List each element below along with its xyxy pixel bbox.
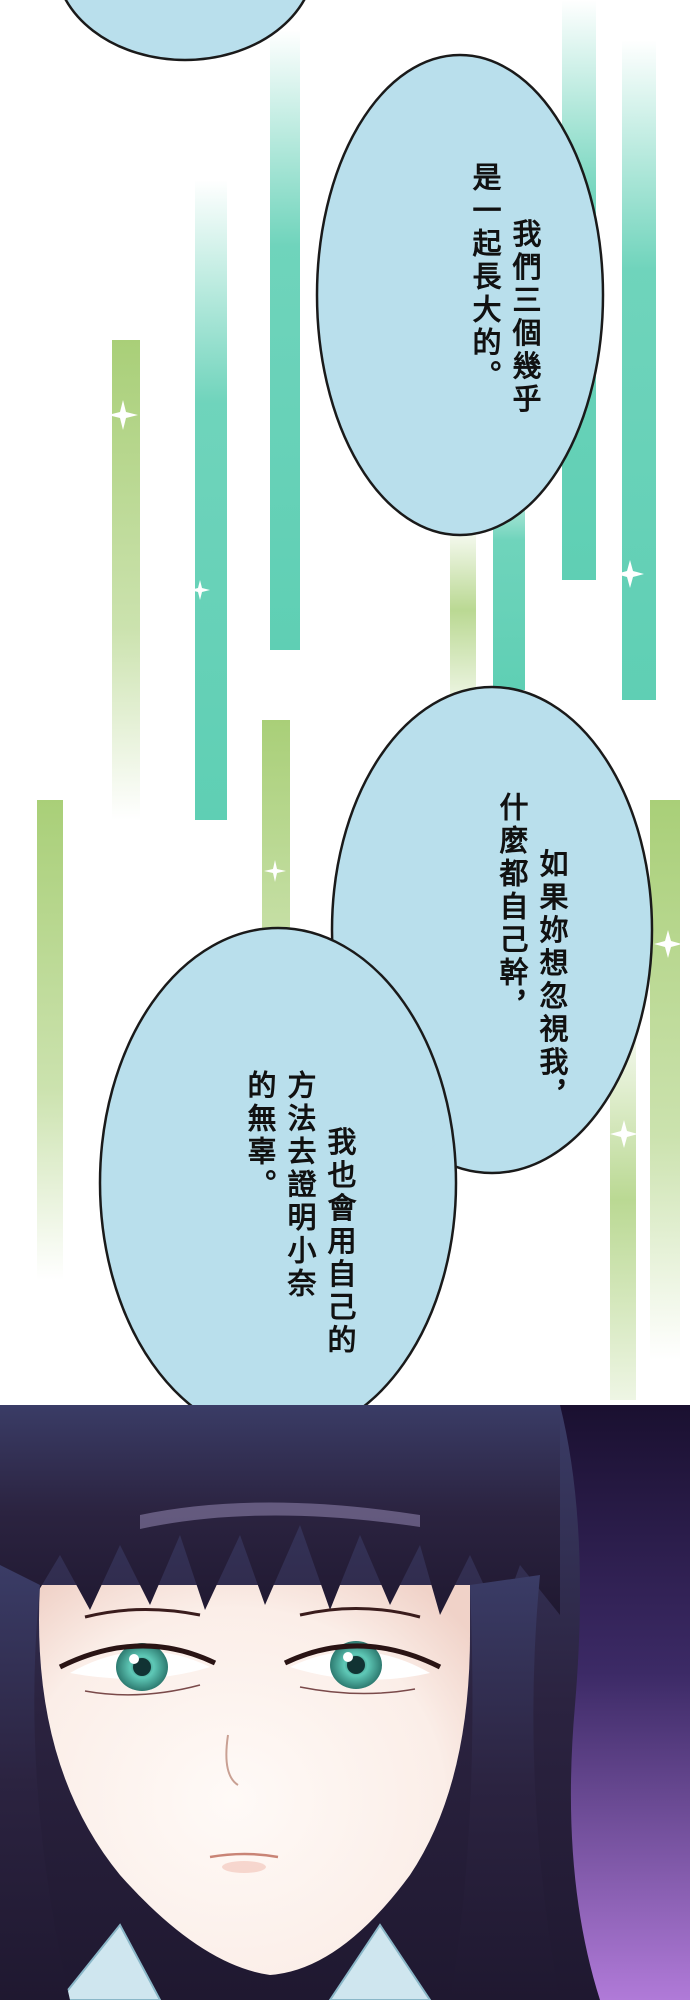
top-partial-bubble [64, 0, 306, 62]
speech-bubbles [64, 0, 654, 1440]
bubble-3-line-1: 我也會用自己的 [323, 1126, 357, 1358]
character-portrait-panel [0, 1405, 690, 2000]
character-illustration [0, 1405, 690, 2000]
bubble-1-text: 我們三個幾乎 是一起長大的。 [425, 162, 585, 416]
bubble-3-text: 我也會用自己的 方法去證明小奈 的無辜。 [200, 1070, 400, 1357]
bubble-2-text: 如果妳想忽視我， 什麼都自己幹， [452, 792, 612, 1112]
bubble-2-line-1: 如果妳想忽視我， [535, 848, 569, 1113]
bubble-3-line-3: 的無辜。 [243, 1070, 277, 1202]
speech-bubble-1 [315, 53, 605, 537]
left-eye [58, 1643, 217, 1696]
bubble-3-line-2: 方法去證明小奈 [283, 1070, 317, 1301]
right-eye [283, 1641, 442, 1695]
bubble-1-line-1: 我們三個幾乎 [508, 218, 542, 417]
bubble-2-line-2: 什麼都自己幹， [495, 792, 529, 1023]
sparkle-icon [108, 400, 682, 1148]
bubble-1-line-2: 是一起長大的。 [468, 162, 502, 393]
